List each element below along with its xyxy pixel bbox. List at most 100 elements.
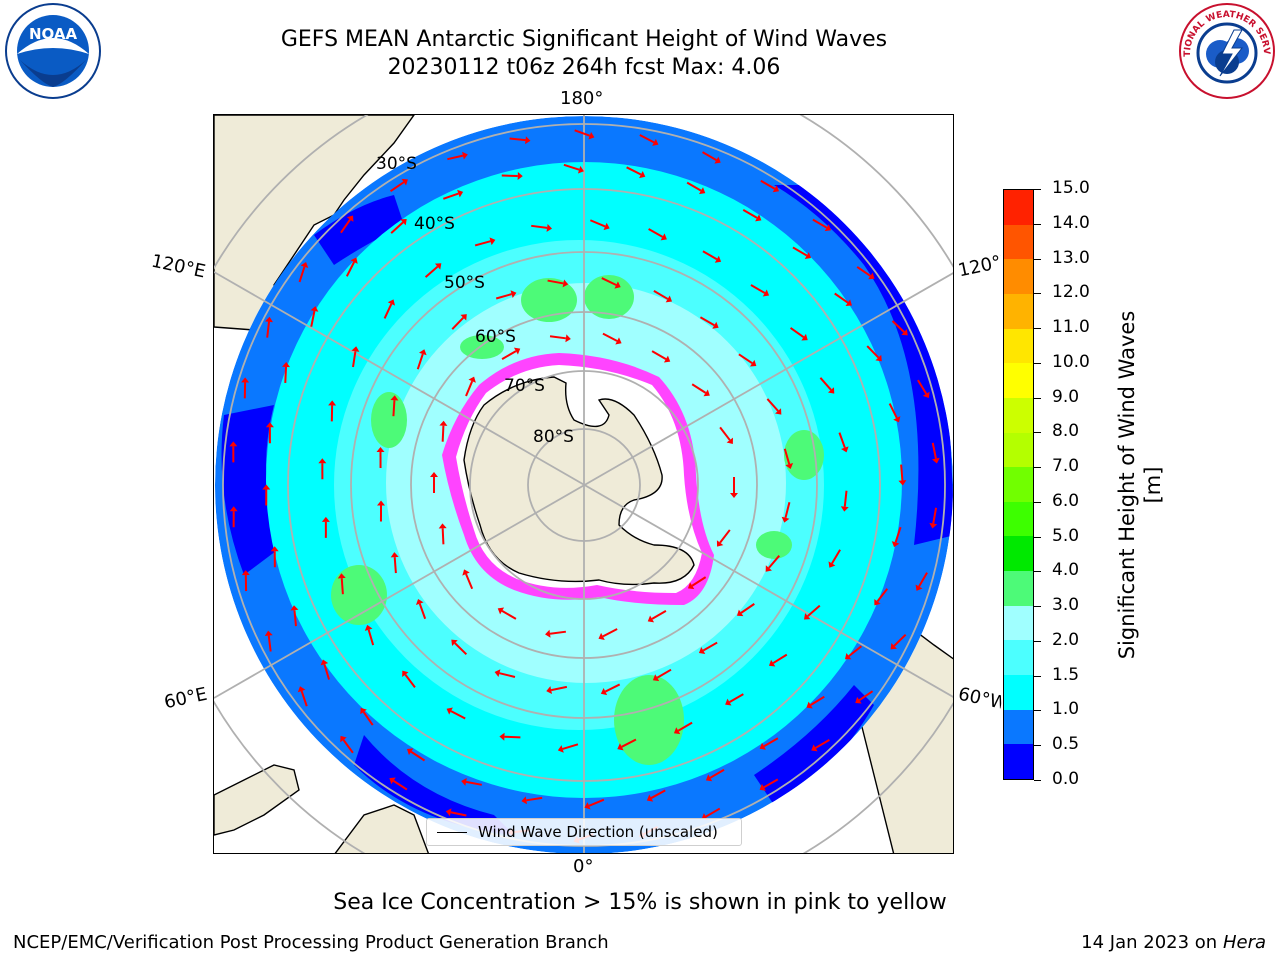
- colorbar-tick-label: 10.0: [1052, 351, 1090, 372]
- wave-arrow-head: [577, 165, 584, 174]
- wave-arrow-head: [603, 222, 610, 231]
- wave-arrow-head: [418, 349, 427, 356]
- colorbar-band: [1004, 501, 1033, 537]
- noaa-logo: NOAA: [4, 2, 102, 100]
- wave-arrow-shaft: [441, 425, 445, 442]
- wave-arrow-head: [617, 743, 624, 751]
- wave-arrow-head: [759, 742, 766, 750]
- wave-arrow-shaft: [807, 604, 821, 617]
- wave-arrow-head: [868, 272, 875, 280]
- wave-arrow-shaft: [626, 166, 642, 176]
- wave-arrow-shaft: [650, 789, 666, 799]
- wave-arrow-shaft: [691, 576, 707, 587]
- wave-arrow-head: [768, 659, 776, 667]
- wave-arrow-head: [364, 624, 373, 631]
- wave-arrow-shaft: [389, 181, 405, 193]
- wave-arrow-head: [665, 295, 673, 303]
- lon-label-lower-left: 60°E: [162, 683, 209, 714]
- wave-arrow-head: [647, 615, 655, 623]
- wave-arrow-head: [759, 783, 766, 791]
- wave-arrow-head: [461, 777, 467, 786]
- wave-arrow-shaft: [792, 246, 808, 257]
- wave-arrow-head: [600, 687, 608, 696]
- colorbar-band: [1004, 571, 1033, 606]
- wave-arrow-shaft: [719, 529, 731, 544]
- wave-arrow-head: [350, 257, 358, 264]
- wave-arrow-head: [525, 136, 531, 145]
- wave-arrow-shaft: [504, 735, 521, 739]
- colorbar-tick-label: 4.0: [1052, 560, 1080, 581]
- footer-date-text: 14 Jan 2023 on: [1081, 932, 1223, 953]
- legend-line-sample: [437, 832, 467, 833]
- nws-logo: NATIONAL WEATHER SERVICE: [1174, 0, 1276, 100]
- wave-arrow-shaft: [574, 129, 591, 137]
- wave-arrow-head: [557, 745, 564, 753]
- wave-arrow-head: [545, 629, 551, 638]
- wave-arrow-shaft: [501, 350, 517, 360]
- wave-arrow-shaft: [894, 526, 902, 543]
- wave-arrow-shaft: [410, 750, 426, 762]
- wave-arrow-head: [765, 565, 772, 572]
- colorbar-tick: [1034, 571, 1041, 573]
- colorbar-tick: [1034, 189, 1041, 190]
- wave-arrow-shaft: [589, 219, 606, 228]
- wave-arrow-head: [351, 346, 360, 352]
- wave-arrow-head: [241, 570, 250, 576]
- wave-arrow-head: [290, 605, 299, 611]
- wave-arrow-shaft: [858, 690, 874, 702]
- wave-arrow-head: [875, 354, 882, 362]
- wave-arrow-head: [546, 686, 552, 695]
- wave-arrow-head: [517, 172, 523, 181]
- colorbar-band: [1004, 293, 1033, 329]
- wave-arrow-head: [265, 422, 274, 428]
- wave-arrow-shaft: [651, 610, 667, 620]
- wave-arrow-shaft: [866, 345, 880, 359]
- wave-arrow-head: [890, 642, 897, 650]
- wave-arrow-shaft: [549, 335, 567, 340]
- colorbar-band: [1004, 363, 1033, 398]
- colorbar-band: [1004, 467, 1033, 502]
- colorbar-bands: [1004, 190, 1033, 779]
- colorbar-band: [1004, 397, 1033, 433]
- wave-arrow-shaft: [499, 672, 516, 678]
- wave-arrow-head: [390, 395, 399, 401]
- wave-arrow-shaft: [563, 163, 580, 171]
- wave-arrow-head: [494, 669, 501, 678]
- wave-arrow-head: [457, 189, 464, 198]
- wave-arrow-shaft: [784, 501, 791, 518]
- wave-arrow-head: [712, 321, 719, 329]
- wave-arrow-head: [300, 261, 309, 268]
- footer-date: 14 Jan 2023 on Hera: [1081, 932, 1266, 953]
- lat-label-30: 30°S: [376, 154, 417, 174]
- wave-arrow-head: [462, 151, 468, 160]
- colorbar-band: [1004, 709, 1033, 745]
- wave-arrow-shaft: [342, 739, 354, 754]
- wave-arrow-shaft: [390, 221, 404, 234]
- graticule: [214, 115, 953, 853]
- lon-label-upper-left: 120°E: [149, 250, 208, 283]
- wave-arrow-head: [360, 707, 367, 715]
- wave-arrow-head: [855, 696, 862, 704]
- wave-arrow-head: [663, 355, 671, 363]
- wave-arrow-shaft: [709, 768, 725, 779]
- colorbar-band: [1004, 224, 1033, 260]
- legend: Wind Wave Direction (unscaled): [426, 818, 742, 846]
- wave-arrow-head: [726, 437, 733, 445]
- wave-arrow-shaft: [340, 578, 344, 595]
- wave-arrow-head: [297, 686, 306, 693]
- colorbar-tick-label: 8.0: [1052, 421, 1080, 442]
- wave-arrow-head: [844, 653, 852, 660]
- wave-arrow-head: [614, 281, 621, 289]
- colorbar-tick-label: 12.0: [1052, 282, 1090, 303]
- lat-label-40: 40°S: [414, 214, 455, 234]
- wave-arrow-shaft: [740, 603, 755, 614]
- colorbar-tick: [1034, 432, 1041, 434]
- wave-arrow-head: [434, 263, 442, 270]
- wave-arrow-head: [915, 584, 923, 591]
- wave-arrow-head: [736, 609, 744, 617]
- wave-arrow-shaft: [442, 192, 459, 200]
- wave-arrow-head: [340, 735, 347, 743]
- wave-arrow-head: [714, 156, 721, 164]
- wave-arrow-shaft: [367, 629, 375, 646]
- lat-label-70: 70°S: [504, 376, 545, 396]
